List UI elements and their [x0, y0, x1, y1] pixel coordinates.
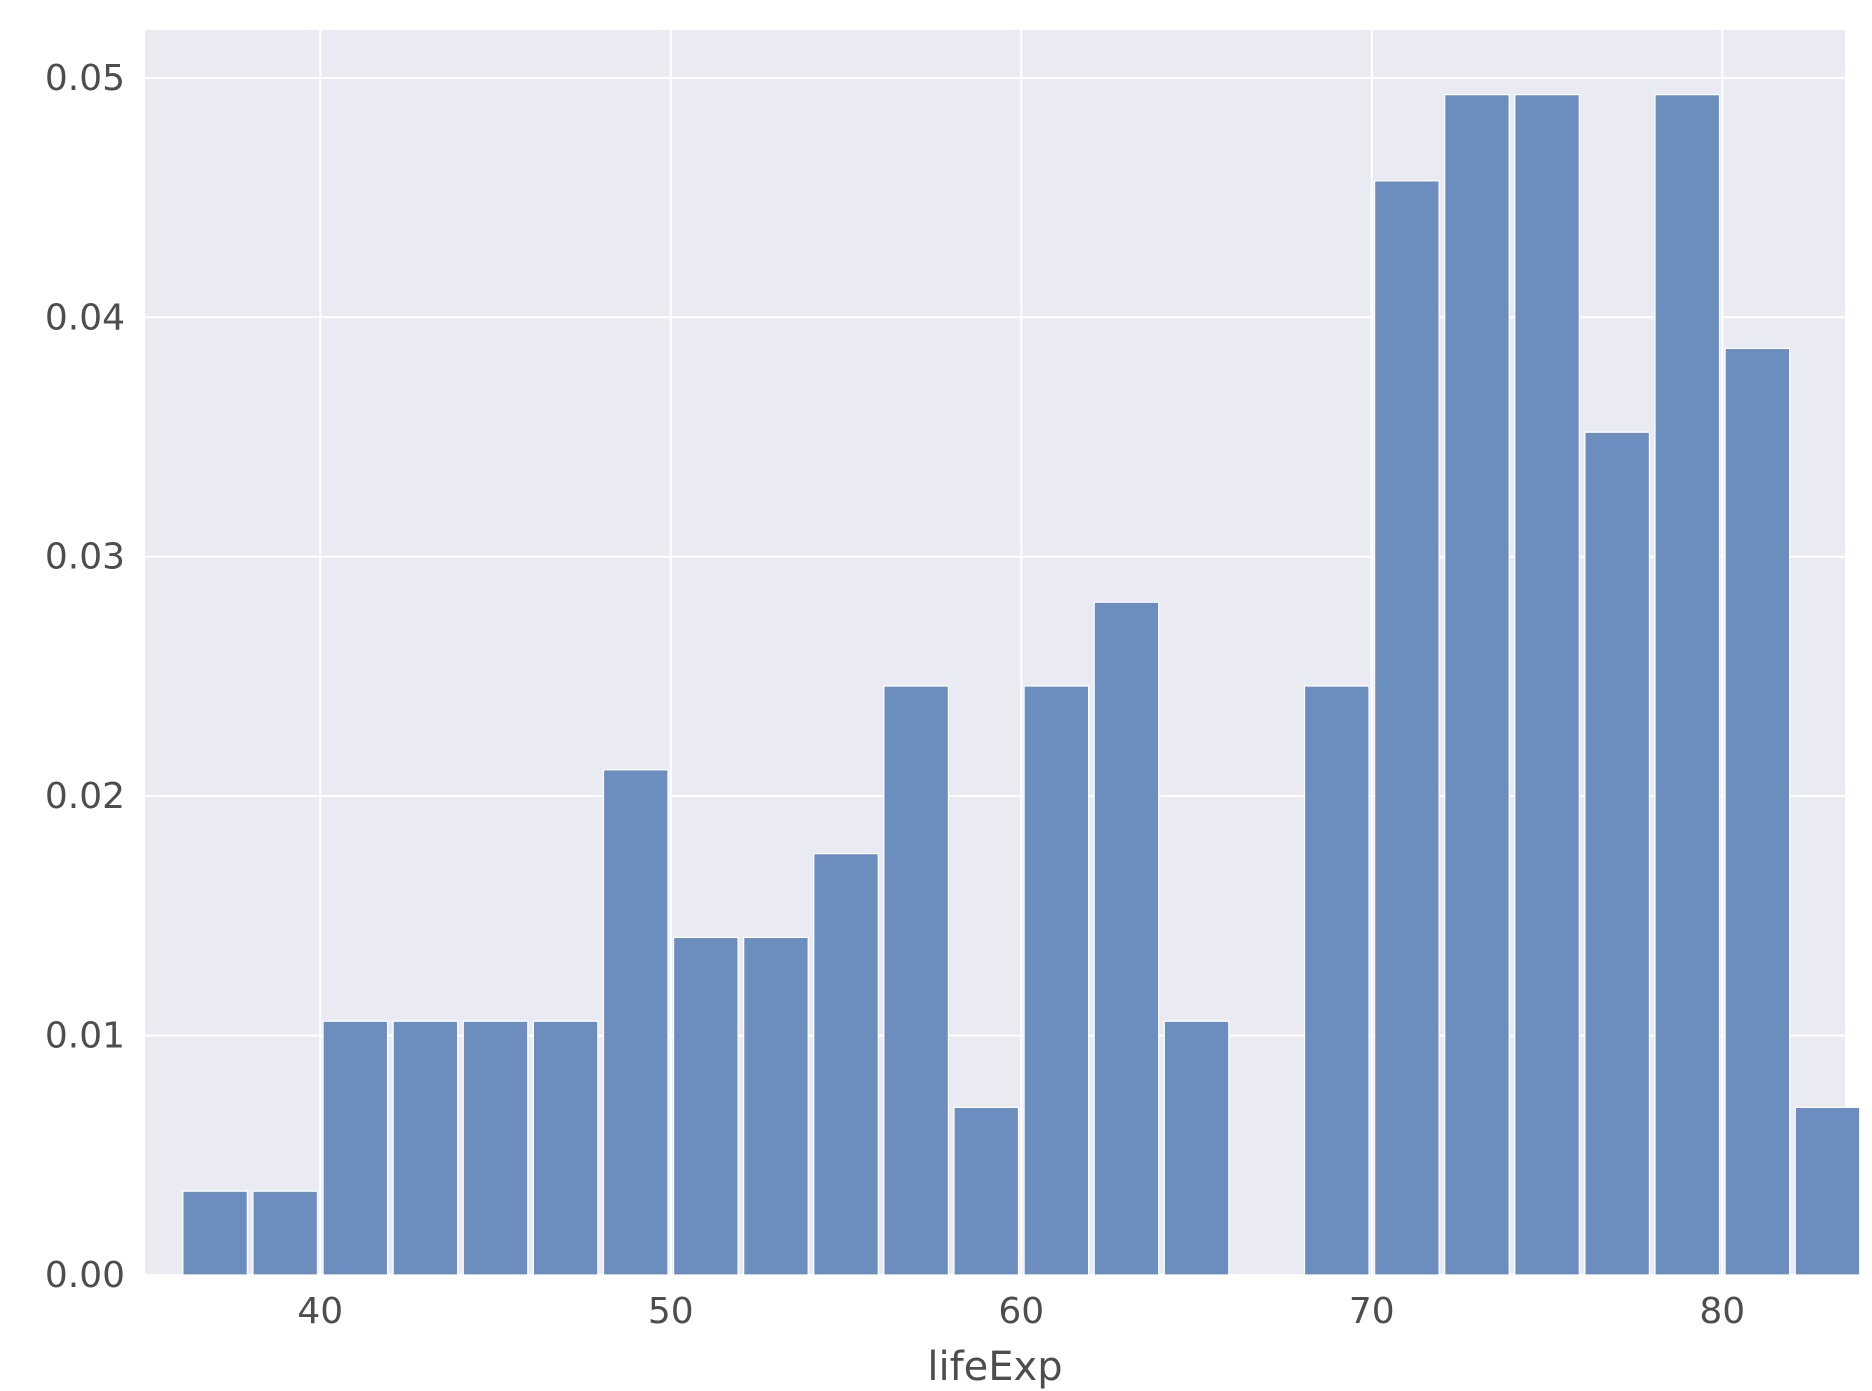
x-tick-label: 40 — [297, 1291, 343, 1332]
histogram-bar — [1024, 686, 1088, 1275]
histogram-bar — [744, 937, 808, 1275]
y-tick-label: 0.04 — [45, 297, 125, 338]
histogram-bar — [1795, 1107, 1859, 1275]
y-tick-label: 0.00 — [45, 1255, 125, 1296]
histogram-bar — [1164, 1021, 1228, 1275]
y-tick-label: 0.03 — [45, 537, 125, 578]
histogram-bar — [954, 1107, 1018, 1275]
histogram-bar — [463, 1021, 527, 1275]
histogram-bar — [393, 1021, 457, 1275]
histogram-bar — [1655, 95, 1719, 1275]
chart-svg: 40 50 60 70 80 0.00 0.01 0.02 0.03 0.04 0.05 lifeEx… — [0, 0, 1872, 1391]
histogram-bar — [814, 854, 878, 1275]
x-tick-label: 60 — [998, 1291, 1044, 1332]
histogram-bar — [884, 686, 948, 1275]
histogram-bar — [183, 1191, 247, 1275]
histogram-bar — [1305, 686, 1369, 1275]
histogram-bar — [533, 1021, 597, 1275]
histogram-bar — [1515, 95, 1579, 1275]
y-tick-label: 0.05 — [45, 58, 125, 99]
histogram-bar — [323, 1021, 387, 1275]
histogram-bar — [1585, 432, 1649, 1275]
histogram-bar — [1375, 181, 1439, 1275]
x-tick-label: 70 — [1349, 1291, 1395, 1332]
histogram-bar — [253, 1191, 317, 1275]
histogram-chart: 40 50 60 70 80 0.00 0.01 0.02 0.03 0.04 0.05 lifeEx… — [0, 0, 1872, 1391]
x-tick-label: 50 — [648, 1291, 694, 1332]
histogram-bar — [1094, 602, 1158, 1275]
histogram-bar — [674, 937, 738, 1275]
histogram-bar — [603, 770, 667, 1275]
histogram-bar — [1725, 348, 1789, 1275]
x-tick-label: 80 — [1699, 1291, 1745, 1332]
histogram-bar — [1445, 95, 1509, 1275]
y-tick-label: 0.02 — [45, 776, 125, 817]
y-tick-label: 0.01 — [45, 1016, 125, 1057]
x-axis-label: lifeExp — [927, 1344, 1062, 1390]
